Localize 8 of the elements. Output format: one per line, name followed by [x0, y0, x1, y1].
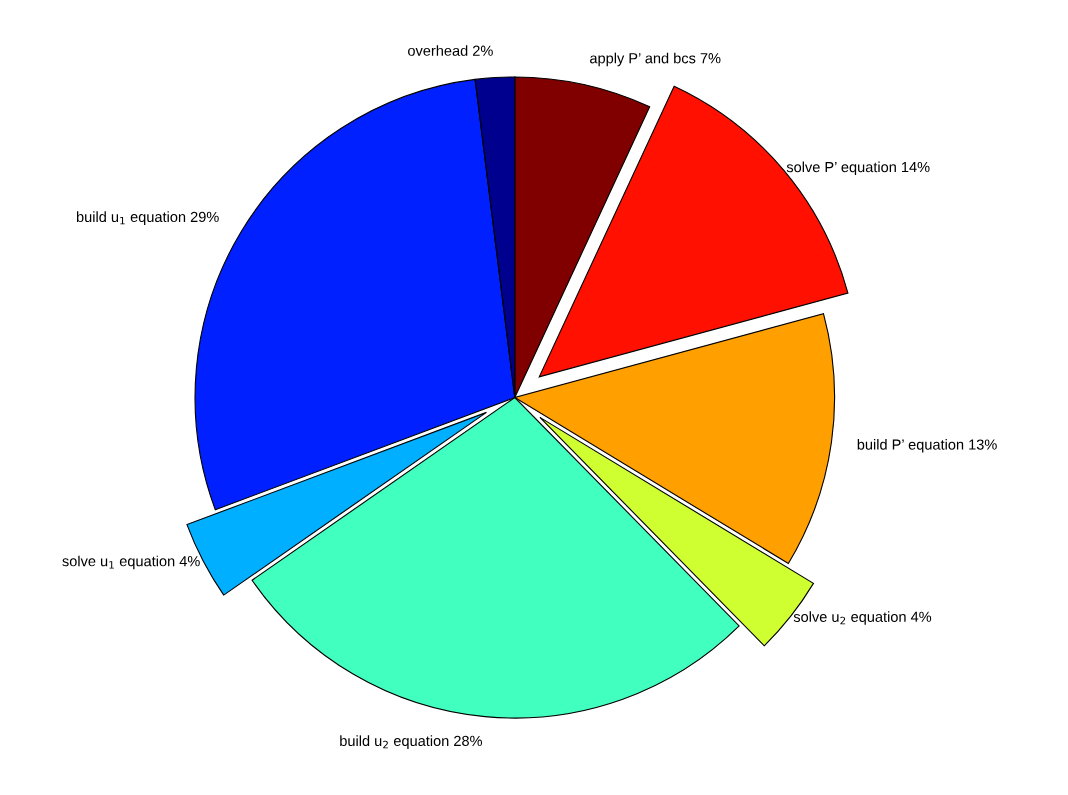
- slice-label: build u$_{2}$ equation 28%: [340, 735, 483, 749]
- slice-label: build u$_{1}$ equation 29%: [76, 211, 219, 225]
- slice-label: solve u$_{1}$ equation 4%: [62, 555, 200, 570]
- slice-label: build P’ equation 13%: [857, 439, 997, 453]
- slice-label: overhead 2%: [408, 45, 493, 56]
- slice-label: solve u$_{2}$ equation 4%: [793, 611, 932, 625]
- slice-label: apply P’ and bcs 7%: [590, 52, 721, 67]
- slice-label: solve P’ equation 14%: [786, 161, 930, 176]
